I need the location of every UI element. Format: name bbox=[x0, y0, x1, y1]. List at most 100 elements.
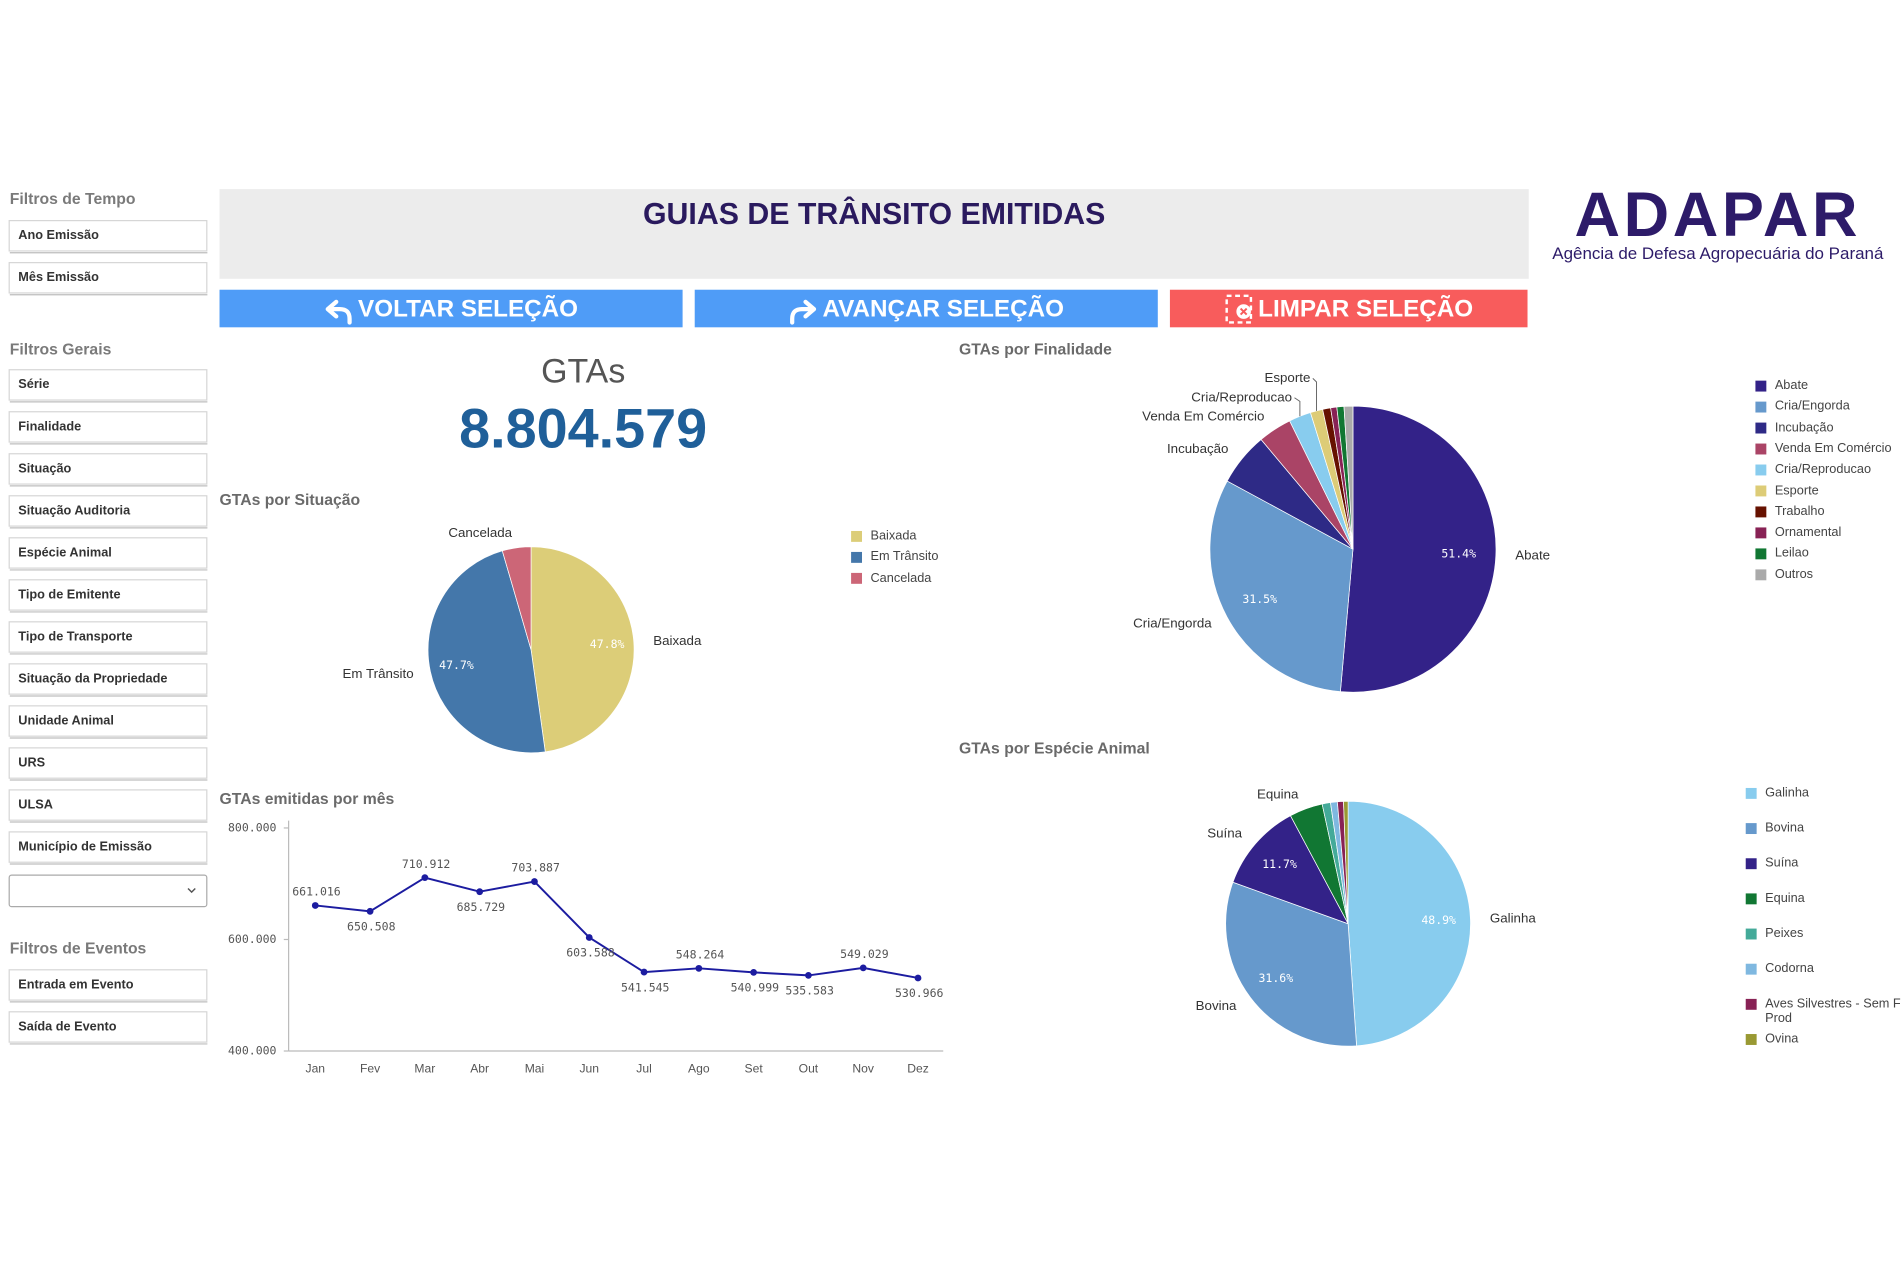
button-label: AVANÇAR SELEÇÃO bbox=[822, 295, 1063, 323]
legend-label-box: Abate bbox=[1774, 378, 1809, 393]
filter-box[interactable] bbox=[8, 495, 208, 527]
data-point bbox=[695, 964, 703, 972]
legend-label: Galinha bbox=[1765, 785, 1810, 801]
filter-box[interactable] bbox=[8, 579, 208, 611]
legend-swatch bbox=[1755, 380, 1767, 392]
filter-box[interactable] bbox=[8, 621, 208, 653]
data-point bbox=[585, 934, 593, 941]
legend-label: Leilao bbox=[1774, 545, 1809, 561]
filter-box[interactable] bbox=[8, 453, 208, 485]
point-value-label: 661.016 bbox=[292, 885, 341, 899]
legend-label-box: Em Trânsito bbox=[870, 549, 939, 565]
x-tick-label: Ago bbox=[688, 1061, 710, 1075]
slice-value-label: 31.6% bbox=[1259, 971, 1294, 985]
slice-category-label: Galinha bbox=[1490, 911, 1537, 926]
point-value-label: 548.264 bbox=[676, 947, 725, 961]
filter-label: Entrada em Evento bbox=[18, 976, 133, 991]
legend-swatch bbox=[1745, 787, 1757, 799]
filter-label: Unidade Animal bbox=[18, 712, 114, 727]
header-title: GUIAS DE TRÂNSITO EMITIDAS bbox=[643, 197, 1105, 231]
legend-label-box: Leilao bbox=[1774, 545, 1809, 561]
filter-label: Série bbox=[18, 376, 49, 391]
slice-value-label: 47.8% bbox=[590, 637, 625, 651]
legend-label: Abate bbox=[1774, 378, 1809, 393]
legend-label-box: Baixada bbox=[870, 529, 916, 544]
slice-category-label: Equina bbox=[1257, 787, 1299, 802]
filter-label: URS bbox=[18, 754, 45, 769]
filter-box[interactable] bbox=[8, 537, 208, 569]
legend-swatch bbox=[1745, 893, 1757, 905]
filter-label: Tipo de Emitente bbox=[18, 586, 120, 601]
data-point bbox=[311, 902, 319, 909]
x-tick-label: Out bbox=[799, 1061, 819, 1075]
filter-label: Situação Auditoria bbox=[18, 502, 131, 517]
legend-label-box: Galinha bbox=[1765, 785, 1810, 801]
legend-label: Ovina bbox=[1765, 1031, 1799, 1047]
filter-label: Município de Emissão bbox=[18, 838, 152, 853]
slice-category-label: Esporte bbox=[1264, 370, 1310, 385]
filter-box[interactable] bbox=[8, 220, 208, 252]
slice-category-label: Incubação bbox=[1167, 441, 1229, 456]
point-value-label: 685.729 bbox=[457, 900, 506, 914]
x-tick-label: Set bbox=[745, 1061, 764, 1075]
data-point bbox=[421, 874, 429, 882]
legend-label: Peixes bbox=[1765, 926, 1804, 941]
slice-category-label: Abate bbox=[1515, 548, 1550, 563]
button-label: LIMPAR SELEÇÃO bbox=[1258, 295, 1473, 323]
legend-label-box: Suína bbox=[1765, 855, 1799, 871]
dropdown[interactable] bbox=[8, 874, 208, 908]
chart-title: GTAs por Situação bbox=[220, 492, 361, 509]
point-value-label: 530.966 bbox=[895, 986, 944, 1000]
legend-swatch bbox=[1755, 548, 1767, 560]
filter-label: Saída de Evento bbox=[18, 1018, 116, 1033]
x-tick-label: Jan bbox=[306, 1061, 326, 1075]
legend-label: Outros bbox=[1774, 566, 1814, 582]
legend-swatch bbox=[851, 551, 863, 563]
slice-category-label: Em Trânsito bbox=[343, 666, 414, 681]
y-tick-label: 400.000 bbox=[228, 1044, 277, 1058]
filter-box[interactable] bbox=[8, 262, 208, 294]
filter-box[interactable] bbox=[8, 663, 208, 695]
legend-label-box: Aves Silvestres - Sem Fin Prod bbox=[1765, 996, 1901, 1025]
legend-label-box: Equina bbox=[1765, 891, 1805, 906]
filter-box[interactable] bbox=[8, 369, 208, 401]
data-line bbox=[315, 876, 919, 979]
legend-label: Venda Em Comércio bbox=[1774, 441, 1892, 456]
legend-label: Trabalho bbox=[1774, 504, 1825, 519]
filter-box[interactable] bbox=[8, 831, 208, 863]
filter-box[interactable] bbox=[8, 411, 208, 443]
legend-swatch bbox=[851, 572, 863, 584]
legend-swatch bbox=[1755, 464, 1767, 476]
legend-swatch bbox=[1755, 527, 1767, 539]
slice-category-label: Cancelada bbox=[448, 525, 512, 540]
action-button[interactable] bbox=[219, 289, 683, 328]
slice-category-label: Suína bbox=[1207, 826, 1242, 841]
filter-box[interactable] bbox=[8, 747, 208, 779]
legend-label: Em Trânsito bbox=[870, 549, 939, 565]
x-tick-label: Jun bbox=[579, 1061, 599, 1075]
pie-slice bbox=[530, 546, 635, 753]
action-button[interactable] bbox=[694, 289, 1158, 328]
slice-category-label: Cria/Reproducao bbox=[1191, 389, 1292, 404]
chart-title: GTAs por Espécie Animal bbox=[959, 740, 1150, 757]
filter-group-title: Filtros de Tempo bbox=[10, 191, 136, 208]
logo-subtitle: Agência de Defesa Agropecuária do Paraná bbox=[1552, 244, 1884, 263]
legend-label-box: Outros bbox=[1774, 566, 1814, 582]
legend-label-box: Cria/Reproducao bbox=[1775, 462, 1871, 477]
filter-box[interactable] bbox=[8, 969, 208, 1001]
filter-label: Tipo de Transporte bbox=[18, 628, 132, 643]
pie-slice bbox=[1209, 480, 1354, 693]
filter-box[interactable] bbox=[8, 705, 208, 737]
filter-box[interactable] bbox=[8, 1011, 208, 1043]
logo-name: ADAPAR bbox=[1574, 180, 1861, 250]
filter-box[interactable] bbox=[8, 789, 208, 821]
filter-group-title: Filtros Gerais bbox=[10, 341, 112, 358]
legend-label-box: Bovina bbox=[1765, 821, 1804, 836]
x-tick-label: Abr bbox=[470, 1061, 489, 1075]
legend-label-box: Cancelada bbox=[870, 570, 931, 585]
chart-title: GTAs emitidas por mês bbox=[220, 791, 395, 808]
filter-label: Espécie Animal bbox=[18, 544, 112, 559]
legend-label: Incubação bbox=[1774, 420, 1834, 435]
legend-label: Suína bbox=[1765, 855, 1799, 871]
